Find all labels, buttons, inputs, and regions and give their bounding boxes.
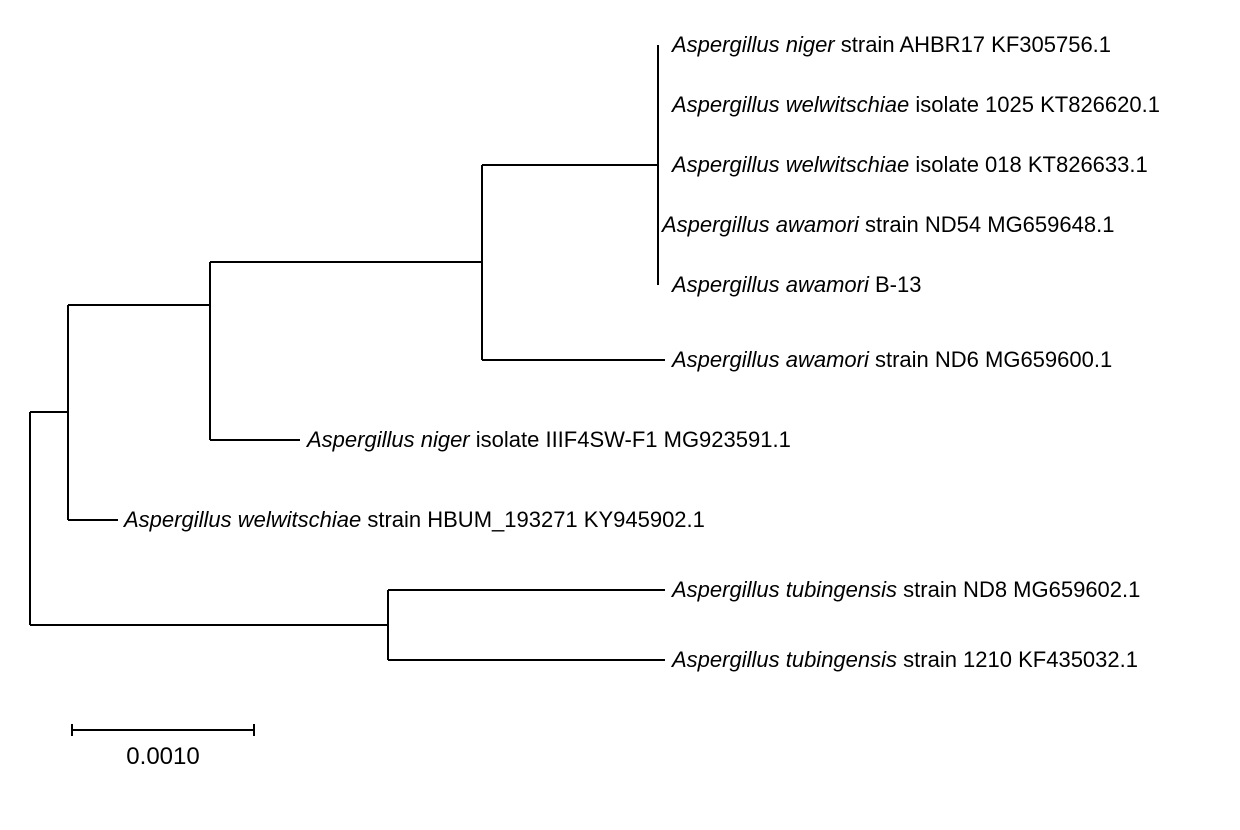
genus-species: Aspergillus niger xyxy=(670,32,836,57)
taxon-label: Aspergillus tubingensis strain ND8 MG659… xyxy=(670,577,1140,602)
strain-accession: strain ND6 MG659600.1 xyxy=(869,347,1112,372)
phylogenetic-tree: Aspergillus niger strain AHBR17 KF305756… xyxy=(0,0,1240,830)
taxon-label: Aspergillus welwitschiae isolate 018 KT8… xyxy=(670,152,1148,177)
taxon-label: Aspergillus awamori strain ND54 MG659648… xyxy=(660,212,1114,237)
genus-species: Aspergillus awamori xyxy=(660,212,860,237)
strain-accession: strain ND54 MG659648.1 xyxy=(859,212,1115,237)
strain-accession: strain AHBR17 KF305756.1 xyxy=(835,32,1111,57)
taxon-label: Aspergillus niger strain AHBR17 KF305756… xyxy=(670,32,1111,57)
genus-species: Aspergillus welwitschiae xyxy=(122,507,361,532)
genus-species: Aspergillus tubingensis xyxy=(670,577,897,602)
tree-branches xyxy=(30,45,665,660)
taxon-label: Aspergillus tubingensis strain 1210 KF43… xyxy=(670,647,1138,672)
genus-species: Aspergillus awamori xyxy=(670,347,870,372)
taxon-labels: Aspergillus niger strain AHBR17 KF305756… xyxy=(122,32,1160,672)
scale-bar-label: 0.0010 xyxy=(126,743,199,770)
scale-bar: 0.0010 xyxy=(72,724,254,770)
taxon-label: Aspergillus awamori strain ND6 MG659600.… xyxy=(670,347,1112,372)
strain-accession: isolate 018 KT826633.1 xyxy=(909,152,1148,177)
strain-accession: isolate IIIF4SW-F1 MG923591.1 xyxy=(470,427,791,452)
genus-species: Aspergillus welwitschiae xyxy=(670,152,909,177)
genus-species: Aspergillus welwitschiae xyxy=(670,92,909,117)
strain-accession: strain 1210 KF435032.1 xyxy=(897,647,1138,672)
taxon-label: Aspergillus welwitschiae isolate 1025 KT… xyxy=(670,92,1160,117)
genus-species: Aspergillus niger xyxy=(305,427,471,452)
genus-species: Aspergillus awamori xyxy=(670,272,870,297)
taxon-label: Aspergillus niger isolate IIIF4SW-F1 MG9… xyxy=(305,427,791,452)
strain-accession: strain ND8 MG659602.1 xyxy=(897,577,1140,602)
strain-accession: strain HBUM_193271 KY945902.1 xyxy=(361,507,705,532)
strain-accession: isolate 1025 KT826620.1 xyxy=(909,92,1160,117)
taxon-label: Aspergillus awamori B-13 xyxy=(670,272,921,297)
taxon-label: Aspergillus welwitschiae strain HBUM_193… xyxy=(122,507,705,532)
strain-accession: B-13 xyxy=(869,272,922,297)
genus-species: Aspergillus tubingensis xyxy=(670,647,897,672)
